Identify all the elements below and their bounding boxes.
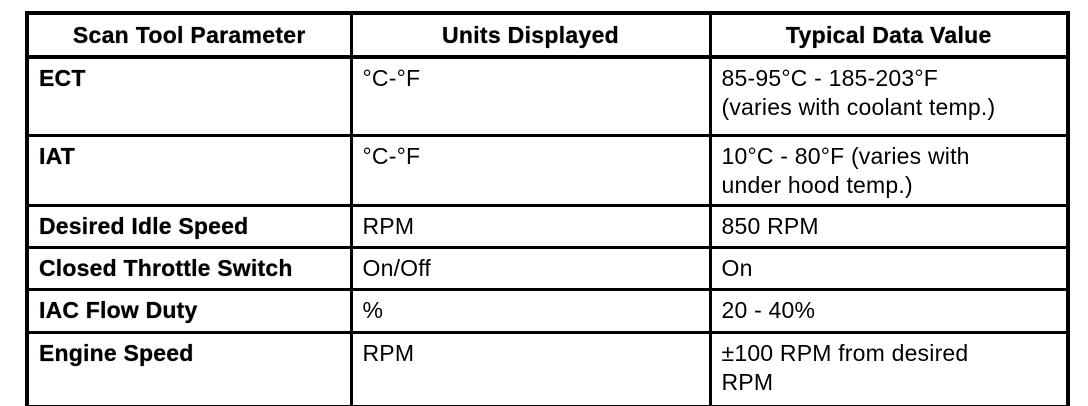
- table-row-desired-idle-speed: Desired Idle Speed RPM 850 RPM: [25, 204, 1070, 249]
- column-header-value: Typical Data Value: [708, 11, 1070, 59]
- table-row-iat: IAT °C-°F 10°C - 80°F (varies with under…: [25, 134, 1070, 207]
- column-header-parameter: Scan Tool Parameter: [25, 11, 353, 59]
- cell-units: On/Off: [349, 246, 712, 291]
- cell-value: 85-95°C - 185-203°F (varies with coolant…: [708, 55, 1070, 137]
- table-header-row: Scan Tool Parameter Units Displayed Typi…: [25, 11, 1070, 59]
- cell-units: °C-°F: [349, 55, 712, 137]
- cell-parameter: IAT: [25, 134, 353, 207]
- cell-parameter: IAC Flow Duty: [25, 288, 353, 334]
- table-row-closed-throttle-switch: Closed Throttle Switch On/Off On: [25, 246, 1070, 291]
- table-row-ect: ECT °C-°F 85-95°C - 185-203°F (varies wi…: [25, 55, 1070, 137]
- column-header-units: Units Displayed: [349, 11, 712, 59]
- cell-parameter: ECT: [25, 55, 353, 137]
- cell-value: 850 RPM: [708, 204, 1070, 249]
- cell-units: RPM: [349, 204, 712, 249]
- cell-value: 20 - 40%: [708, 288, 1070, 334]
- table-row-engine-speed: Engine Speed RPM ±100 RPM from desired R…: [25, 331, 1070, 406]
- cell-parameter: Closed Throttle Switch: [25, 246, 353, 291]
- table-row-iac-flow-duty: IAC Flow Duty % 20 - 40%: [25, 288, 1070, 334]
- cell-units: RPM: [349, 331, 712, 406]
- cell-units: °C-°F: [349, 134, 712, 207]
- cell-value: ±100 RPM from desired RPM: [708, 331, 1070, 406]
- cell-value: On: [708, 246, 1070, 291]
- cell-parameter: Engine Speed: [25, 331, 353, 406]
- cell-parameter: Desired Idle Speed: [25, 204, 353, 249]
- scan-tool-parameter-table: Scan Tool Parameter Units Displayed Typi…: [25, 11, 1070, 406]
- cell-units: %: [349, 288, 712, 334]
- cell-value: 10°C - 80°F (varies with under hood temp…: [708, 134, 1070, 207]
